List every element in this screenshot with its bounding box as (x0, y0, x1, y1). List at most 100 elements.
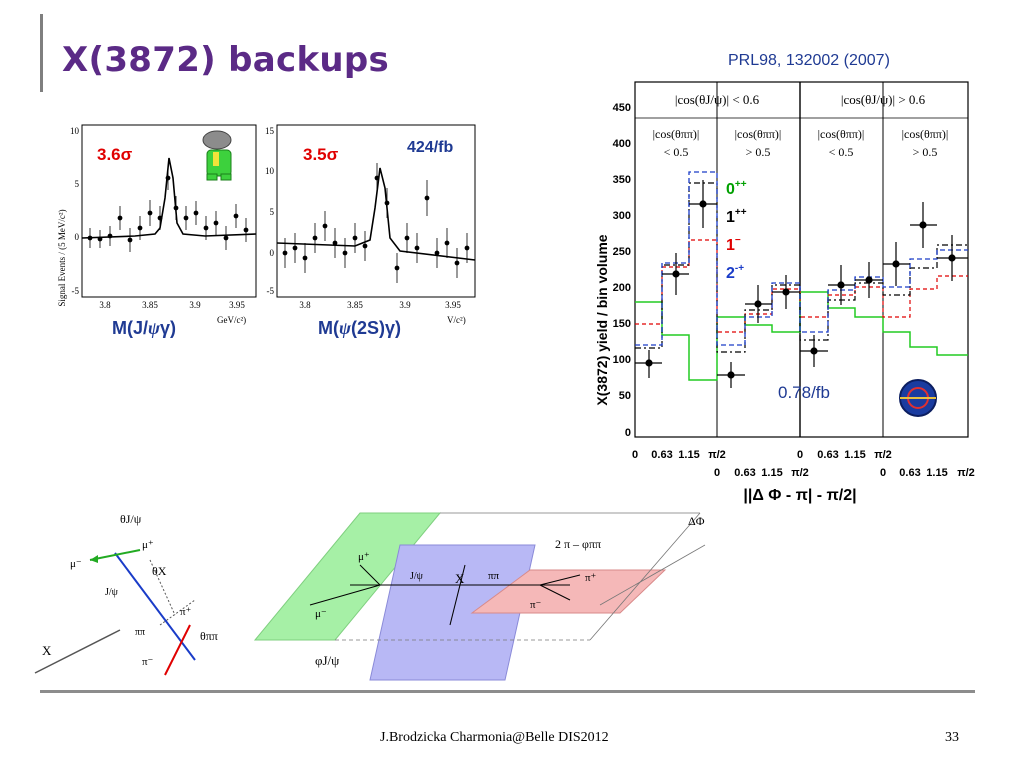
right-plot-xticks-row1: 0 0.63 1.15 π/2 0 0.63 1.15 π/2 (632, 449, 892, 461)
svg-text:10: 10 (70, 126, 80, 136)
svg-text:0: 0 (797, 449, 803, 461)
svg-text:ΔΦ: ΔΦ (688, 514, 705, 528)
svg-text:π/2: π/2 (957, 467, 975, 479)
svg-text:10: 10 (265, 166, 275, 176)
svg-text:J/ψ: J/ψ (410, 571, 424, 582)
subheader-1b: < 0.5 (664, 145, 689, 159)
subheader-4a: |cos(θππ)| (902, 127, 949, 141)
svg-text:1++: 1++ (726, 207, 747, 226)
svg-text:μ⁺: μ⁺ (142, 539, 154, 551)
svg-text:400: 400 (613, 138, 631, 150)
svg-text:ππ: ππ (488, 570, 500, 582)
plot1-yticks: 10 5 0 -5 (70, 126, 80, 296)
subheader-2a: |cos(θππ)| (735, 127, 782, 141)
svg-text:μ⁺: μ⁺ (358, 551, 370, 563)
belle-logo-icon (899, 379, 937, 417)
svg-text:π/2: π/2 (708, 449, 726, 461)
svg-text:φJ/ψ: φJ/ψ (315, 653, 339, 668)
plot2-xticks: 3.8 3.85 3.9 3.95 (299, 300, 461, 310)
svg-text:0: 0 (880, 467, 886, 479)
subheader-3b: < 0.5 (829, 145, 854, 159)
plot1-data-points (87, 166, 249, 252)
svg-text:θX: θX (152, 564, 167, 578)
plot2-luminosity: 424/fb (407, 139, 453, 156)
svg-text:μ⁻: μ⁻ (315, 608, 327, 620)
svg-text:X: X (42, 643, 52, 658)
svg-text:1.15: 1.15 (844, 449, 865, 461)
svg-text:3.85: 3.85 (347, 300, 363, 310)
svg-text:3.9: 3.9 (399, 300, 411, 310)
plot2-fit-curve (276, 167, 476, 261)
plot2-xunit: V/c²) (447, 315, 466, 325)
page-number: 33 (945, 730, 959, 745)
svg-text:1.15: 1.15 (926, 467, 947, 479)
header-jpsi-high: |cos(θJ/ψ)| > 0.6 (841, 92, 926, 107)
svg-text:μ⁻: μ⁻ (70, 558, 82, 570)
plot2-data-points (282, 163, 470, 283)
plot2-yticks: 15 10 5 0 -5 (265, 126, 275, 296)
svg-text:15: 15 (265, 126, 275, 136)
right-plot-legend: 0++ 1++ 1− 2-+ (726, 179, 747, 282)
subheader-1a: |cos(θππ)| (653, 127, 700, 141)
svg-text:3.95: 3.95 (445, 300, 461, 310)
svg-text:0.63: 0.63 (899, 467, 920, 479)
svg-text:0.63: 0.63 (817, 449, 838, 461)
svg-text:π⁻: π⁻ (142, 656, 154, 668)
svg-text:θJ/ψ: θJ/ψ (120, 512, 142, 526)
svg-text:3.85: 3.85 (142, 300, 158, 310)
svg-text:3.95: 3.95 (229, 300, 245, 310)
title-accent-bar (40, 14, 43, 92)
svg-text:300: 300 (613, 210, 631, 222)
svg-text:1.15: 1.15 (678, 449, 699, 461)
subheader-2b: > 0.5 (746, 145, 771, 159)
svg-text:-5: -5 (72, 286, 80, 296)
plot1-fit-curve (81, 157, 257, 239)
plot1-significance: 3.6σ (97, 145, 133, 164)
right-plot-ylabel: X(3872) yield / bin volume (594, 234, 610, 405)
svg-text:350: 350 (613, 174, 631, 186)
left-mass-plots: Signal Events / (5 MeV/c²) 10 5 0 -5 3.8… (57, 124, 476, 325)
plot1-xunit: GeV/c²) (217, 315, 246, 325)
svg-text:450: 450 (613, 102, 631, 114)
svg-text:0: 0 (270, 248, 275, 258)
svg-text:3.9: 3.9 (189, 300, 201, 310)
slide-title: X(3872) backups (62, 40, 390, 80)
svg-text:150: 150 (613, 318, 631, 330)
decay-angle-diagram: θJ/ψ μ⁺ μ⁻ θX J/ψ π⁺ ππ θππ π⁻ X (34, 512, 218, 676)
svg-text:π⁻: π⁻ (530, 599, 542, 611)
plot2-frame (276, 124, 476, 298)
hist-2mp (635, 171, 968, 346)
right-plot-xticks-row2: 0 0.63 1.15 π/2 0 0.63 1.15 π/2 (714, 467, 975, 479)
left-plots-ylabel: Signal Events / (5 MeV/c²) (57, 209, 67, 306)
right-plot-luminosity: 0.78/fb (778, 383, 830, 402)
subheader-4b: > 0.5 (913, 145, 938, 159)
svg-text:3.8: 3.8 (99, 300, 111, 310)
svg-text:250: 250 (613, 246, 631, 258)
svg-text:X: X (455, 571, 465, 586)
svg-text:π/2: π/2 (791, 467, 809, 479)
svg-text:1−: 1− (726, 235, 741, 254)
svg-text:100: 100 (613, 354, 631, 366)
right-plot-xlabel: ||Δ Φ - π| - π/2| (743, 487, 856, 504)
plot2-xlabel: M(ψ(2S)γ) (318, 318, 402, 338)
subheader-3a: |cos(θππ)| (818, 127, 865, 141)
plot1-xticks: 3.8 3.85 3.9 3.95 (99, 300, 245, 310)
svg-text:50: 50 (619, 390, 631, 402)
svg-text:θππ: θππ (200, 629, 218, 643)
svg-text:0.63: 0.63 (734, 467, 755, 479)
plot2-significance: 3.5σ (303, 145, 339, 164)
svg-text:0.63: 0.63 (651, 449, 672, 461)
hist-1m (635, 239, 968, 333)
svg-text:0++: 0++ (726, 179, 747, 198)
svg-text:3.8: 3.8 (299, 300, 311, 310)
svg-text:0: 0 (75, 232, 80, 242)
svg-text:2-+: 2-+ (726, 263, 744, 282)
svg-text:0: 0 (625, 427, 631, 439)
svg-text:200: 200 (613, 282, 631, 294)
svg-text:π/2: π/2 (874, 449, 892, 461)
angular-yield-plot: X(3872) yield / bin volume 450 400 350 3… (594, 81, 975, 504)
svg-text:2 π – φππ: 2 π – φππ (555, 537, 601, 551)
babar-mascot-icon (202, 130, 232, 181)
svg-text:π⁺: π⁺ (180, 606, 192, 618)
plot1-xlabel: M(J/ψγ) (112, 318, 177, 338)
